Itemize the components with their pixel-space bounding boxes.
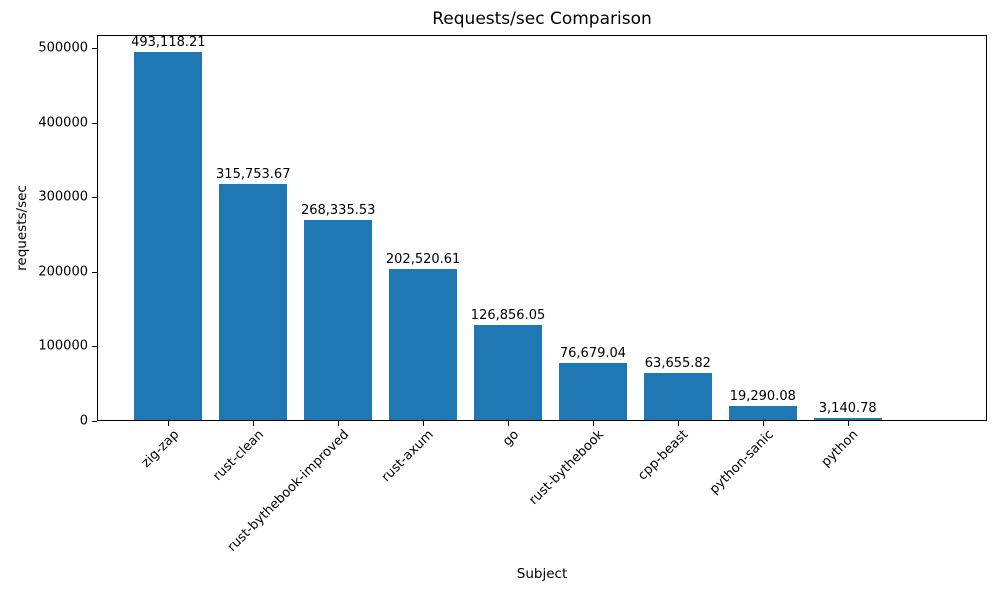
y-tick-label: 500000 [38, 40, 88, 56]
y-tick [92, 271, 97, 273]
x-tick [677, 421, 679, 426]
x-tick-label: go [499, 427, 522, 450]
bar-value-label: 268,335.53 [300, 203, 376, 218]
bar [558, 363, 627, 420]
bar-value-label: 19,290.08 [729, 389, 796, 404]
y-tick [92, 122, 97, 124]
x-tick [168, 421, 170, 426]
y-tick-label: 400000 [38, 115, 88, 131]
x-tick [253, 421, 255, 426]
bar [643, 373, 712, 420]
bar [389, 269, 458, 420]
x-tick-label: python-sanic [706, 427, 777, 498]
x-tick [338, 421, 340, 426]
x-tick [508, 421, 510, 426]
bar-value-label: 126,856.05 [470, 308, 546, 323]
bar-value-label: 3,140.78 [818, 401, 877, 416]
x-tick-label: rust-axum [379, 427, 438, 486]
y-tick-label: 200000 [38, 264, 88, 280]
x-tick [592, 421, 594, 426]
bar-value-label: 63,655.82 [644, 356, 711, 371]
y-tick-label: 300000 [38, 189, 88, 205]
bar [304, 220, 373, 420]
bar [474, 325, 542, 420]
bar-value-label: 202,520.61 [385, 252, 461, 267]
x-tick-label: cpp-beast [635, 427, 692, 484]
x-tick-label: python [818, 427, 862, 471]
bar [728, 406, 797, 420]
x-tick-label: zig-zap [138, 427, 183, 471]
y-tick [92, 421, 97, 422]
x-tick [762, 421, 764, 426]
bar-value-label: 493,118.21 [131, 35, 206, 50]
y-tick [92, 48, 97, 49]
x-tick-label: rust-bythebook [526, 427, 607, 508]
bar [813, 418, 882, 420]
bar-value-label: 76,679.04 [559, 346, 627, 361]
y-tick-label: 100000 [38, 338, 88, 354]
bar [134, 52, 203, 420]
x-tick [847, 421, 849, 426]
x-tick-label: rust-clean [210, 427, 268, 484]
x-axis-label: Subject [516, 566, 568, 582]
bar [219, 184, 288, 420]
x-tick [423, 421, 425, 426]
bar-value-label: 315,753.67 [216, 167, 291, 182]
y-tick [92, 197, 97, 199]
y-tick-label: 0 [79, 413, 88, 429]
plot-area: 493,118.21 315,753.67 268,335.53 202,520.61… [97, 35, 987, 421]
y-tick [92, 346, 97, 348]
chart-title: Requests/sec Comparison [432, 9, 652, 29]
